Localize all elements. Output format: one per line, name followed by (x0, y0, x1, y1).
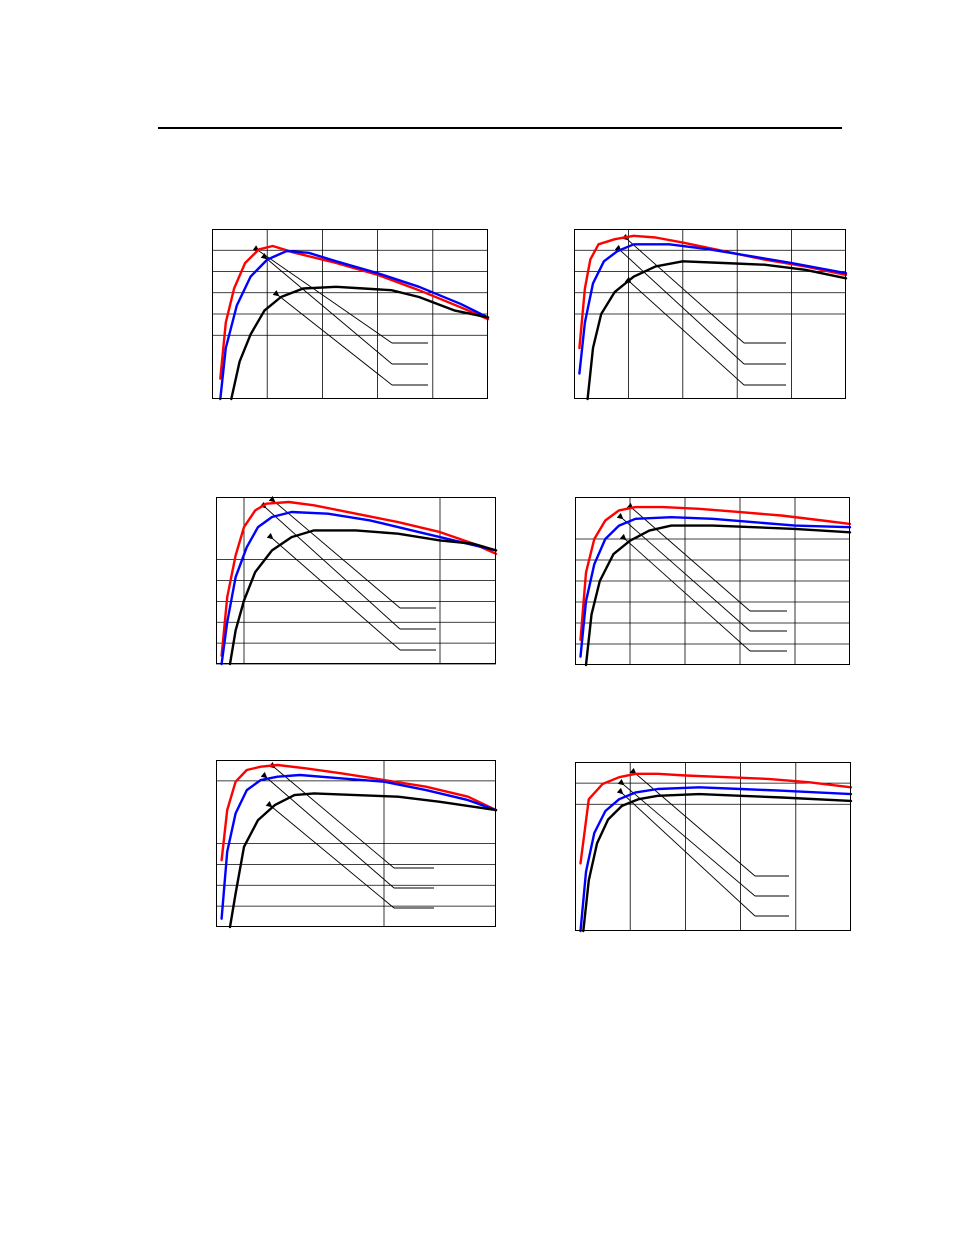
series-line-black (586, 260, 848, 401)
leader-arrow (621, 233, 745, 344)
series-line-black (228, 529, 498, 666)
chart-3 (216, 495, 498, 666)
series-line-blue (219, 249, 490, 401)
leader-arrow (624, 276, 745, 386)
plot-frame (574, 229, 846, 399)
leader-arrow (619, 533, 751, 652)
plot-frame (575, 762, 851, 931)
chart-2 (574, 229, 848, 401)
chart-6 (575, 762, 853, 933)
leader-arrow (626, 502, 751, 612)
series-line-blue (220, 510, 498, 666)
leader-arrow (260, 252, 393, 365)
series-line-blue (579, 786, 853, 933)
series-line-red (220, 763, 498, 862)
leader-arrow (268, 495, 401, 609)
series-line-red (579, 505, 852, 641)
leader-arrow (616, 512, 751, 632)
leader-arrow (268, 761, 395, 869)
series-line-red (219, 244, 490, 380)
leader-arrow (272, 290, 393, 386)
series-line-black (582, 792, 853, 933)
chart-5 (216, 760, 498, 929)
series-line-blue (578, 243, 848, 375)
series-line-red (579, 772, 853, 865)
series-line-black (584, 524, 852, 667)
plot-frame (575, 497, 850, 665)
leader-arrow (265, 800, 395, 909)
series-line-red (578, 234, 848, 350)
plot-frame (212, 229, 488, 399)
series-line-blue (220, 773, 498, 920)
leader-arrow (617, 778, 756, 897)
series-line-black (228, 792, 498, 929)
leader-arrow (614, 244, 745, 365)
leader-arrow (252, 245, 393, 344)
chart-4 (575, 497, 852, 667)
chart-1 (212, 229, 490, 401)
leader-arrow (260, 771, 395, 889)
leader-arrow (266, 532, 401, 651)
series-line-red (220, 500, 498, 657)
header-rule (158, 127, 842, 129)
leader-arrow (616, 787, 756, 917)
leader-arrow (629, 767, 756, 877)
series-line-blue (579, 516, 852, 658)
plot-frame (216, 497, 496, 664)
leader-arrow (259, 501, 401, 630)
plot-frame (216, 760, 496, 927)
series-line-black (230, 285, 490, 401)
